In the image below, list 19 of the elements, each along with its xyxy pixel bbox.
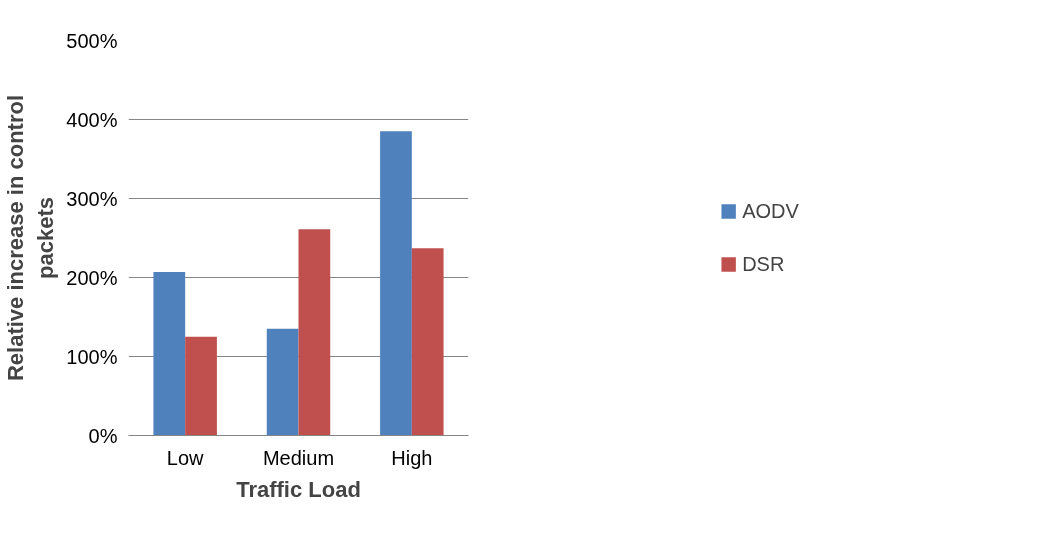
bar — [185, 336, 217, 436]
legend-label: DSR — [742, 252, 785, 276]
bar — [266, 328, 299, 436]
bar — [380, 131, 412, 436]
y-tick-label: 400% — [66, 108, 118, 131]
x-tick-label: High — [391, 446, 433, 469]
y-tick-label: 300% — [66, 187, 118, 210]
x-tick-label: Medium — [262, 446, 335, 469]
y-axis-title: Relative increase in control packets — [3, 94, 59, 382]
bar — [411, 248, 444, 436]
bar — [298, 229, 331, 436]
y-tick-label: 500% — [66, 29, 118, 52]
legend-label: AODV — [742, 199, 799, 223]
y-tick-label: 0% — [88, 424, 118, 447]
x-axis-title: Traffic Load — [236, 476, 361, 502]
y-tick-label: 100% — [66, 345, 118, 368]
y-tick-label: 200% — [66, 266, 118, 289]
bar — [153, 271, 186, 436]
x-tick-label: Low — [166, 446, 205, 469]
